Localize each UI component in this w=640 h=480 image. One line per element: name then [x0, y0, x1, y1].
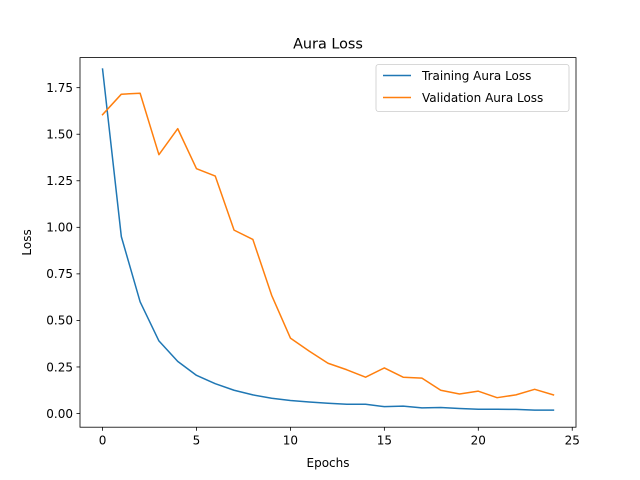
plot-lines [101, 68, 555, 411]
x-tick-label: 25 [565, 434, 580, 448]
x-axis-label: Epochs [307, 456, 350, 470]
legend-label-1: Validation Aura Loss [422, 91, 543, 105]
y-tick-label: 0.50 [46, 314, 73, 328]
y-tick-label: 1.00 [46, 221, 73, 235]
x-tick-label: 10 [283, 434, 298, 448]
y-tick-label: 1.75 [46, 81, 73, 95]
chart-title: Aura Loss [293, 37, 363, 53]
y-tick-label: 0.25 [46, 360, 73, 374]
legend-box [375, 64, 570, 112]
plot-frame [79, 57, 577, 428]
x-tick-label: 5 [193, 434, 201, 448]
x-tick-label: 0 [99, 434, 107, 448]
y-tick-label: 1.50 [46, 128, 73, 142]
series-line-1 [101, 92, 555, 399]
series-line-0 [101, 68, 555, 411]
x-tick-label: 15 [377, 434, 392, 448]
y-axis: 0.00 0.25 0.50 0.75 1.00 1.25 1.50 1.75 [46, 81, 80, 421]
y-tick-label: 0.00 [46, 407, 73, 421]
y-axis-label: Loss [20, 229, 34, 255]
legend: Training Aura Loss Validation Aura Loss [375, 64, 570, 112]
legend-label-0: Training Aura Loss [421, 69, 531, 83]
y-tick-label: 1.25 [46, 174, 73, 188]
x-tick-label: 20 [471, 434, 486, 448]
x-axis: 0 5 10 15 20 25 [99, 427, 580, 448]
y-tick-label: 0.75 [46, 267, 73, 281]
